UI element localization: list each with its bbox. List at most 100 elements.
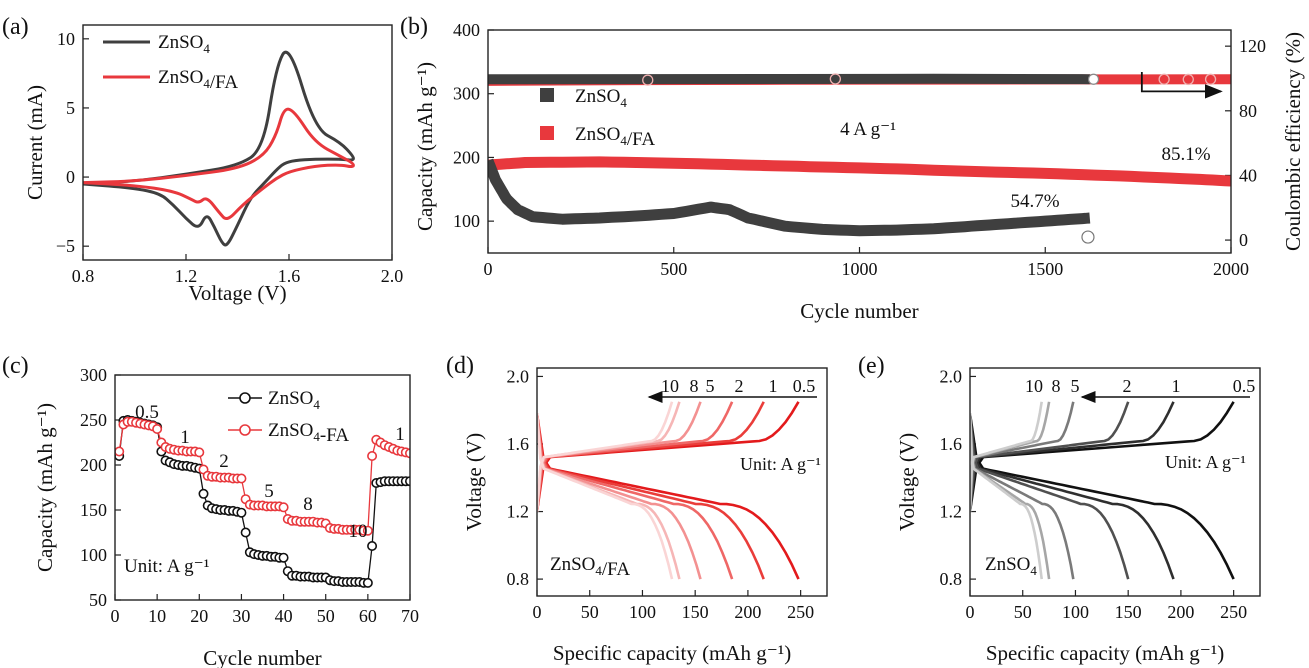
- panel-e-xtick-label: 50: [1014, 602, 1032, 622]
- panel-c-rate-label: 2: [219, 451, 229, 472]
- panel-c-xtick-label: 40: [275, 606, 293, 626]
- panel-e-ylabel: Voltage (V): [895, 433, 919, 531]
- panel-b-frame: [487, 29, 1232, 254]
- panel-e-frame: [969, 367, 1261, 597]
- panel-e-rate-label: 0.5: [1233, 376, 1256, 396]
- panel-tag-e: (e): [858, 353, 885, 379]
- panel-d-plot: [537, 401, 800, 580]
- panel-d-ytick-label: 2.0: [507, 366, 530, 386]
- panel-c-legend-label: ZnSO4-FA: [268, 420, 349, 446]
- panel-e-xtick-label: 200: [1167, 602, 1194, 622]
- panel-d-rate-label: 2: [735, 376, 744, 396]
- panel-e-discharge-10: [970, 413, 1043, 580]
- panel-tag-d: (d): [446, 353, 474, 379]
- panel-b-xtick-label: 1000: [842, 259, 878, 279]
- panel-a-xtick-label: 1.6: [278, 266, 301, 286]
- panel-b-fa-retention: 85.1%: [1161, 144, 1210, 165]
- panel-b-series-fa-capacity: [488, 156, 1231, 187]
- panel-b-xtick-label: 500: [660, 259, 687, 279]
- panel-e-xlabel: Specific capacity (mAh g⁻¹): [986, 641, 1224, 665]
- panel-e-discharge-5: [970, 413, 1075, 580]
- panel-c-xtick-label: 20: [190, 606, 208, 626]
- panel-c-rate-label: 0.5: [135, 402, 159, 423]
- panel-b-xtick-label: 0: [484, 259, 493, 279]
- panel-e-ytick-label: 0.8: [940, 569, 963, 589]
- panel-e-xtick-label: 100: [1062, 602, 1089, 622]
- panel-d-xtick-label: 200: [734, 602, 761, 622]
- panel-c-ytick-label: 250: [80, 410, 107, 430]
- panel-e-xtick-label: 0: [966, 602, 975, 622]
- panel-a-series-fa: [83, 107, 355, 220]
- panel-b-arrow: [1140, 72, 1223, 99]
- panel-a-xtick-label: 0.8: [72, 266, 95, 286]
- panel-c-point-znso4: [278, 552, 289, 563]
- panel-c-point-fa: [152, 423, 163, 434]
- panel-d-ytick-label: 1.6: [507, 434, 530, 454]
- panel-tag-a: (a): [2, 14, 29, 40]
- panel-c-ytick-label: 300: [80, 365, 107, 385]
- panel-a-ytick-label: −5: [56, 236, 75, 256]
- panel-c-xtick-label: 50: [317, 606, 335, 626]
- panel-d-xtick-label: 0: [533, 602, 542, 622]
- panel-a: 0.8 1.2 1.6 2.0 −5 0 5 10 Voltage (V) Current (mA…: [23, 29, 403, 305]
- panel-d-ytick-label: 0.8: [507, 569, 530, 589]
- panel-b-ce-marker: [642, 74, 654, 86]
- panel-a-frame: [82, 24, 393, 261]
- panel-d-xtick-label: 250: [787, 602, 814, 622]
- panel-e-ytick-label: 1.6: [940, 434, 963, 454]
- panel-c-point-fa: [362, 525, 373, 536]
- panel-c-rate-label: 5: [264, 481, 274, 502]
- panel-b-legend-label: ZnSO4/FA: [575, 124, 655, 150]
- panel-b-legend-swatch: [540, 126, 554, 140]
- panel-b-ce-marker: [1158, 73, 1170, 85]
- panel-b-ce-marker: [1087, 73, 1100, 85]
- panel-d-ylabel: Voltage (V): [462, 433, 486, 531]
- panel-e-discharge-1: [970, 413, 1175, 580]
- panel-d-rate-label: 5: [706, 376, 715, 396]
- panel-c-xtick-label: 70: [401, 606, 419, 626]
- panel-c-point-fa: [194, 447, 205, 458]
- panel-d-xtick-label: 150: [682, 602, 709, 622]
- panel-b-series-znso4-capacity: [488, 158, 1095, 237]
- panel-b-xlabel: Cycle number: [800, 299, 918, 323]
- panel-b-capacity-end-marker: [1081, 230, 1095, 244]
- panel-b-znso4-retention: 54.7%: [1010, 191, 1059, 212]
- panel-b-series-znso4-ce: [488, 73, 1090, 85]
- panel-a-series-znso4: [83, 50, 355, 247]
- panel-c-rate-label: 8: [303, 494, 313, 515]
- panel-b-ytick-right-label: 40: [1239, 165, 1257, 185]
- panel-b-ytick-label: 200: [453, 147, 480, 167]
- panel-a-ytick-label: 5: [66, 98, 75, 118]
- panel-e-discharge-0_5: [970, 413, 1235, 580]
- panel-c-unit-note: Unit: A g⁻¹: [124, 556, 210, 577]
- panel-b-ytick-right-label: 0: [1239, 230, 1248, 250]
- panel-b-ylabel: Capacity (mAh g⁻¹): [413, 62, 437, 231]
- panel-e-rate-label: 1: [1172, 376, 1181, 396]
- panel-b-ce-marker: [1182, 73, 1194, 86]
- panel-d-discharge-0_5: [537, 413, 800, 580]
- panel-tag-b: (b): [400, 14, 428, 40]
- panel-b-ytick-label: 300: [453, 84, 480, 104]
- panel-c-xtick-label: 10: [148, 606, 166, 626]
- panel-c-legend-marker: [239, 424, 251, 436]
- panel-c-xtick-label: 30: [232, 606, 250, 626]
- panel-b-ytick-label: 100: [453, 211, 480, 231]
- panel-c-rate-label: 10: [349, 521, 368, 542]
- panel-c-plot: [115, 414, 410, 588]
- panel-e-xtick-label: 150: [1115, 602, 1142, 622]
- panel-a-ytick-label: 0: [66, 167, 75, 187]
- panel-d-rate-label: 0.5: [793, 376, 816, 396]
- panel-d-discharge-2: [537, 413, 734, 580]
- panel-a-xtick-label: 2.0: [381, 266, 404, 286]
- panel-d-electrolyte-label: ZnSO4/FA: [550, 554, 630, 580]
- panel-e: 0 50 100 150 200 250 0.8 1.2 1.6 2.0 Specific capa…: [895, 366, 1255, 665]
- panel-e-electrolyte-label: ZnSO4: [985, 554, 1037, 578]
- panel-c-point-znso4: [367, 540, 378, 551]
- panel-d-rate-label: 10: [661, 376, 679, 396]
- panel-c-point-znso4: [240, 527, 251, 538]
- panel-c-xtick-label: 60: [359, 606, 377, 626]
- panel-c-point-fa: [367, 450, 378, 461]
- panel-b-xtick-label: 1500: [1027, 259, 1063, 279]
- panel-b: 0 500 1000 1500 2000 100 200 300 400 0 40 80 120 Cycl…: [413, 20, 1305, 323]
